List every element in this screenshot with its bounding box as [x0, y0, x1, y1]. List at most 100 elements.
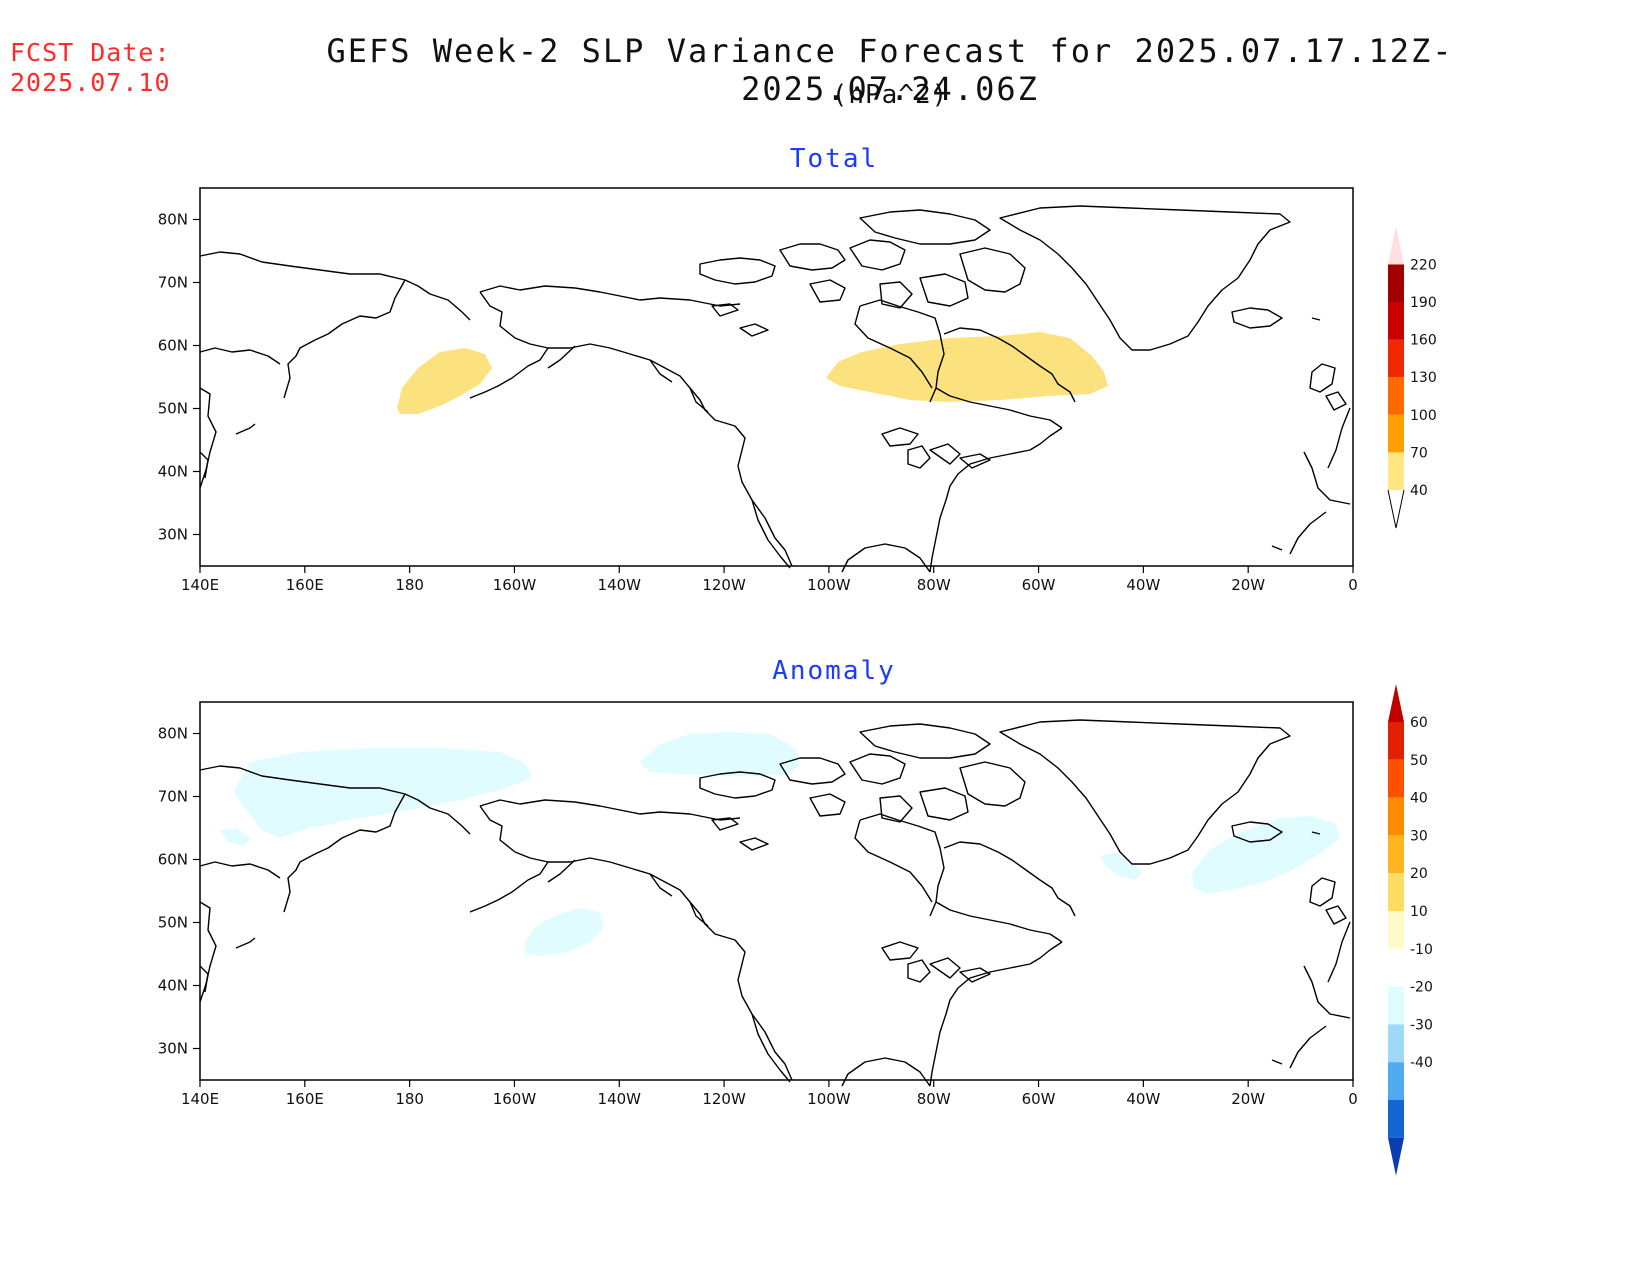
total-colorbar-box [1388, 339, 1404, 378]
total-shade-north-pacific [397, 348, 492, 414]
anomaly-colorbar-label: 30 [1410, 828, 1428, 844]
total-shade-hudson-labrador [826, 332, 1108, 402]
total-lon-tick-label: 100W [807, 576, 851, 594]
total-lon-tick-label: 140E [181, 576, 219, 594]
anomaly-lon-tick-label: 100W [807, 1090, 851, 1108]
total-lat-tick-label: 80N [158, 211, 188, 229]
total-map-frame [199, 187, 1354, 567]
total-colorbar-box [1388, 377, 1404, 415]
total-colorbar-box [1388, 452, 1404, 490]
total-lon-tick-label: 160W [493, 576, 537, 594]
total-colorbar-label: 130 [1410, 370, 1437, 386]
total-lon-tick-label: 40W [1126, 576, 1160, 594]
fcst-date-caption: FCST Date: [10, 38, 171, 67]
anomaly-lon-tick-label: 140E [181, 1090, 219, 1108]
anomaly-colorbar-box [1388, 797, 1404, 836]
anomaly-colorbar-box [1388, 722, 1404, 760]
anomaly-lon-tick-label: 40W [1126, 1090, 1160, 1108]
panel-title-total: Total [789, 144, 879, 174]
anomaly-shade-chukchi-small [220, 828, 250, 846]
total-lat-tick-label: 30N [158, 526, 188, 544]
anomaly-lat-tick-label: 80N [158, 725, 188, 743]
anomaly-colorbar-box [1388, 986, 1404, 1025]
total-lat-tick-label: 70N [158, 274, 188, 292]
anomaly-colorbar-box [1388, 759, 1404, 798]
anomaly-lon-tick-label: 80W [917, 1090, 951, 1108]
total-axes: 140E 160E 180 160W 140W 120W 100W 80W 60W 40W 20W 0… [158, 211, 1358, 595]
anomaly-colorbar-box [1388, 873, 1404, 911]
anomaly-colorbar-label: 50 [1410, 753, 1428, 769]
total-lon-tick-label: 80W [917, 576, 951, 594]
total-lon-tick-label: 140W [598, 576, 642, 594]
total-shading [397, 332, 1108, 414]
map-title: GEFS Week-2 SLP Variance Forecast for 20… [326, 32, 1454, 108]
total-lon-tick-label: 180 [395, 576, 424, 594]
anomaly-colorbar-box [1388, 835, 1404, 874]
anomaly-lat-tick-label: 70N [158, 788, 188, 806]
total-colorbar-box [1388, 302, 1404, 340]
colorbar-total: 40 70 100 130 160 190 220 [1387, 226, 1437, 529]
panel-total: 140E 160E 180 160W 140W 120W 100W 80W 60W 40W 20W 0… [158, 187, 1358, 595]
anomaly-lon-tick-label: 160W [493, 1090, 537, 1108]
total-lon-tick-label: 20W [1231, 576, 1265, 594]
anomaly-lon-tick-label: 60W [1022, 1090, 1056, 1108]
anomaly-axes: 140E 160E 180 160W 140W 120W 100W 80W 60W 40W 20W 0… [158, 725, 1358, 1109]
anomaly-shading [220, 732, 1340, 956]
map-units: (hPa^2) [831, 80, 949, 110]
anomaly-colorbar-label: -30 [1410, 1017, 1433, 1033]
fcst-date-value: 2025.07.10 [10, 68, 171, 97]
anomaly-lat-tick-label: 30N [158, 1040, 188, 1058]
anomaly-lon-tick-label: 180 [395, 1090, 424, 1108]
anomaly-lat-tick-label: 50N [158, 914, 188, 932]
total-lon-tick-label: 120W [702, 576, 746, 594]
anomaly-colorbar-label: 60 [1410, 715, 1428, 731]
anomaly-shade-gulf-alaska [524, 908, 604, 956]
anomaly-colorbar-label: -10 [1410, 942, 1433, 958]
anomaly-lon-tick-label: 20W [1231, 1090, 1265, 1108]
anomaly-shade-iceland [1192, 816, 1340, 894]
anomaly-colorbar-box [1388, 1100, 1404, 1138]
total-colorbar-bottom-arrow [1387, 489, 1405, 529]
total-lat-tick-label: 50N [158, 400, 188, 418]
total-colorbar-label: 70 [1410, 445, 1428, 461]
anomaly-shade-arctic-archipelago [640, 732, 800, 776]
total-colorbar-box [1388, 264, 1404, 302]
anomaly-colorbar-box [1388, 1024, 1404, 1063]
anomaly-colorbar-box [1388, 911, 1404, 949]
anomaly-shade-chukchi [234, 748, 532, 838]
anomaly-map-frame [199, 701, 1354, 1081]
anomaly-colorbar-top-arrow [1388, 684, 1404, 722]
anomaly-lon-tick-label: 160E [286, 1090, 324, 1108]
anomaly-colorbar-label: 20 [1410, 866, 1428, 882]
anomaly-colorbar-box [1388, 948, 1404, 987]
total-lat-tick-label: 60N [158, 337, 188, 355]
panel-anomaly: 140E 160E 180 160W 140W 120W 100W 80W 60W 40W 20W 0… [158, 701, 1358, 1109]
anomaly-colorbar-label: 10 [1410, 904, 1428, 920]
anomaly-colorbar-bottom-arrow [1388, 1137, 1404, 1176]
anomaly-lon-tick-label: 140W [598, 1090, 642, 1108]
total-colorbar-label: 100 [1410, 408, 1437, 424]
anomaly-shade-greenland-tip [1100, 852, 1142, 880]
total-lon-tick-label: 60W [1022, 576, 1056, 594]
anomaly-colorbar-label: 40 [1410, 791, 1428, 807]
anomaly-lon-tick-label: 0 [1348, 1090, 1358, 1108]
total-lon-tick-label: 160E [286, 576, 324, 594]
anomaly-lat-tick-label: 40N [158, 977, 188, 995]
anomaly-lon-tick-label: 120W [702, 1090, 746, 1108]
total-lon-tick-label: 0 [1348, 576, 1358, 594]
colorbar-anomaly: 60 50 40 30 20 10 -10 -20 -30 -40 [1388, 684, 1433, 1176]
total-colorbar-label: 160 [1410, 333, 1437, 349]
forecast-date-label: FCST Date: 2025.07.10 [10, 38, 171, 98]
total-colorbar-label: 190 [1410, 295, 1437, 311]
total-colorbar-label: 40 [1410, 483, 1428, 499]
total-lat-tick-label: 40N [158, 463, 188, 481]
anomaly-colorbar-label: -20 [1410, 980, 1433, 996]
total-colorbar-top-arrow [1388, 226, 1404, 265]
anomaly-colorbar-box [1388, 1062, 1404, 1100]
total-colorbar-label: 220 [1410, 257, 1437, 273]
anomaly-colorbar-label: -40 [1410, 1055, 1433, 1071]
panel-title-anomaly: Anomaly [772, 656, 896, 686]
anomaly-lat-tick-label: 60N [158, 851, 188, 869]
total-colorbar-box [1388, 414, 1404, 453]
